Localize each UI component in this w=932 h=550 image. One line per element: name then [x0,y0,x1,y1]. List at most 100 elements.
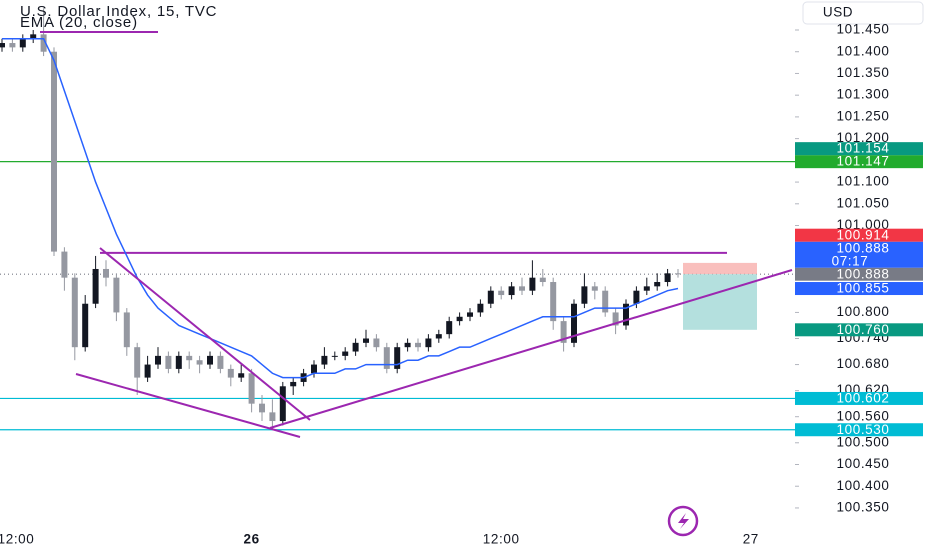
candle-body [591,286,598,291]
candle-body [487,290,494,304]
candle-body [279,386,286,422]
price-badge-label: 100.888 [837,240,890,255]
candle-body [186,355,193,361]
price-badge-label: 100.914 [837,227,890,242]
y-tick-label: 101.050 [837,195,890,210]
price-badge-label: 100.602 [837,391,890,406]
price-badge-label: 100.760 [837,322,890,337]
candle-body [342,351,349,356]
candle-body [134,347,141,378]
candle-body [30,34,37,39]
candle-body [498,290,505,296]
candle-body [352,342,359,352]
candle-body [508,286,515,296]
price-badge [795,155,923,169]
candle-body [633,290,640,304]
y-tick-label: 101.350 [837,65,890,80]
stop-zone [683,262,757,275]
price-badge-label: 100.855 [837,281,890,296]
candle-body [259,403,265,413]
ema-line [2,37,679,379]
candle-body [664,273,671,283]
candle-body [238,373,245,378]
candle-body [155,355,161,365]
candle-body [321,355,328,365]
price-badge-label: 100.888 [837,266,890,281]
price-badge [795,241,923,268]
legend: U.S. Dollar Index, 15, TVC EMA (20, clos… [20,3,217,31]
currency-box[interactable] [802,1,924,25]
candle-body [144,364,151,378]
price-badge-label: 101.154 [837,141,890,156]
price-badge-label: 101.147 [837,154,890,169]
y-tick-label: 100.500 [837,434,890,449]
candle-body [456,316,463,322]
x-tick-label: 26 [243,532,259,547]
y-tick-label: 101.300 [837,87,890,102]
y-tick-label: 100.680 [837,356,890,371]
candle-body [539,277,546,283]
price-axis: 101.450 101.400 101.350 101.300 101.250 101.2… [795,22,923,515]
price-badge [795,423,923,437]
candle-body [227,368,234,378]
candle-body [425,338,432,348]
y-tick-label: 100.800 [837,304,890,319]
x-tick-label: 27 [743,532,759,547]
plot-area [0,8,795,431]
candle-body [0,43,5,48]
candle-body [82,303,89,348]
price-badge [795,142,923,156]
candle-body [311,364,317,374]
candle-body [40,34,47,52]
y-tick-label: 101.200 [837,130,890,145]
indicator-title: EMA (20, close) [20,14,138,31]
candle-body [446,321,453,335]
countdown: 07:17 [832,253,869,268]
candle-body [560,321,567,343]
candle-body [290,381,297,387]
y-tick-label: 101.450 [837,22,890,37]
price-badge [795,267,923,281]
candle-body [550,282,557,322]
y-tick-label: 100.350 [837,500,890,515]
y-tick-label: 101.250 [837,108,890,123]
candle-body [643,286,650,291]
candle-body [467,312,473,317]
candle-body [175,355,182,369]
candle-body [602,290,609,313]
candle-body [207,355,213,365]
candle-body [612,312,619,326]
candle-body [71,277,78,348]
price-badge-label: 100.530 [837,422,890,437]
candle-body [9,43,16,48]
candle-body [331,355,338,357]
candle-body [415,342,421,348]
drawings [40,31,793,438]
candle-body [103,268,109,278]
candle-body [519,286,525,291]
candle-body [269,412,276,422]
trend-line [99,247,311,421]
trend-line [75,373,301,438]
y-tick-label: 101.400 [837,43,890,58]
candle-body [92,268,99,304]
y-tick-label: 100.450 [837,456,890,471]
candle-body [19,38,26,48]
lightning-bolt [678,513,689,529]
candle-body [383,347,390,369]
y-tick-label: 101.100 [837,174,890,189]
x-tick-label: 12:00 [0,532,34,547]
symbol-title: U.S. Dollar Index, 15, TVC [20,3,217,20]
y-tick-label: 101.000 [837,217,890,232]
price-badge [795,323,923,337]
candle-body [113,277,120,313]
lightning-button[interactable] [667,505,699,537]
candle-body [404,342,411,348]
y-tick-label: 100.560 [837,408,890,423]
candle-body [654,282,661,287]
candle-body [165,355,172,369]
currency[interactable]: USD [823,5,853,20]
y-tick-label: 100.400 [837,478,890,493]
currency-button[interactable]: USD [802,1,924,25]
